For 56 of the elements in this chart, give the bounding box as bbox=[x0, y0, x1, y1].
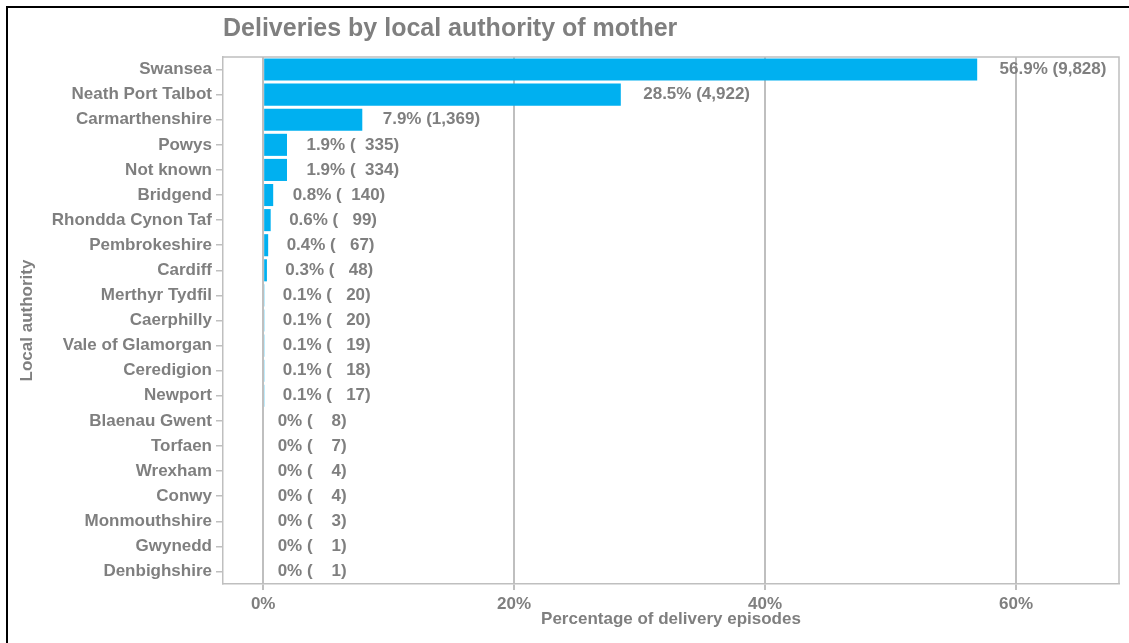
y-tick-label: Denbighshire bbox=[103, 561, 212, 581]
data-label: 7.9% (1,369) bbox=[382, 109, 481, 129]
chart-title: Deliveries by local authority of mother bbox=[223, 12, 678, 41]
y-tick-label: Bridgend bbox=[137, 184, 212, 204]
data-label: 0.8% ( 140) bbox=[292, 184, 386, 204]
y-tick-label: Pembrokeshire bbox=[89, 234, 212, 254]
bar bbox=[264, 158, 287, 181]
data-label: 0% ( 7) bbox=[277, 435, 347, 455]
y-tick-label: Carmarthenshire bbox=[75, 109, 212, 129]
x-tick-label: 20% bbox=[497, 593, 532, 613]
y-tick-label: Powys bbox=[158, 134, 212, 154]
data-label: 0.3% ( 48) bbox=[285, 260, 374, 279]
bar bbox=[264, 234, 269, 257]
data-label: 0.6% ( 99) bbox=[289, 209, 378, 229]
bar bbox=[264, 259, 267, 282]
data-label: 0% ( 1) bbox=[277, 561, 347, 581]
data-label: 56.9% (9,828) bbox=[999, 59, 1107, 79]
bar bbox=[264, 58, 978, 81]
data-label: 0.4% ( 67) bbox=[286, 234, 375, 254]
data-label: 0.1% ( 20) bbox=[282, 310, 371, 330]
bar bbox=[264, 133, 287, 156]
y-tick-label: Neath Port Talbot bbox=[71, 84, 213, 104]
data-label: 0.1% ( 18) bbox=[282, 360, 371, 380]
y-tick-label: Caerphilly bbox=[129, 310, 213, 330]
data-label: 0.1% ( 20) bbox=[282, 285, 371, 305]
data-label: 0% ( 4) bbox=[277, 460, 347, 480]
y-tick-label: Gwynedd bbox=[135, 536, 212, 556]
bar bbox=[264, 183, 274, 207]
data-label: 0.1% ( 17) bbox=[282, 385, 371, 405]
y-tick-label: Rhondda Cynon Taf bbox=[51, 209, 213, 229]
data-label: 1.9% ( 335) bbox=[306, 134, 400, 154]
data-label: 0% ( 1) bbox=[277, 536, 347, 556]
y-tick-label: Conwy bbox=[156, 485, 213, 505]
y-axis-title: Local authority bbox=[16, 259, 36, 382]
data-label: 0.1% ( 19) bbox=[282, 335, 371, 355]
y-tick-label: Merthyr Tydfil bbox=[100, 285, 212, 305]
y-tick-label: Cardiff bbox=[157, 260, 213, 279]
data-label: 28.5% (4,922) bbox=[643, 84, 751, 104]
bar bbox=[264, 83, 621, 106]
y-tick-label: Blaenau Gwent bbox=[89, 410, 213, 430]
bar bbox=[264, 209, 271, 232]
x-tick-label: 60% bbox=[999, 593, 1034, 613]
y-tick-label: Vale of Glamorgan bbox=[62, 335, 212, 355]
x-tick-label: 0% bbox=[250, 593, 276, 613]
y-tick-label: Newport bbox=[144, 385, 213, 405]
data-label: 0% ( 4) bbox=[277, 485, 347, 505]
y-tick-label: Not known bbox=[125, 159, 212, 179]
y-tick-label: Monmouthshire bbox=[84, 510, 212, 530]
y-tick-label: Torfaen bbox=[150, 435, 212, 455]
data-label: 1.9% ( 334) bbox=[306, 159, 400, 179]
data-label: 0% ( 3) bbox=[277, 510, 347, 530]
y-tick-label: Ceredigion bbox=[123, 360, 212, 380]
data-label: 0% ( 8) bbox=[277, 410, 347, 430]
bar bbox=[264, 108, 363, 131]
y-tick-label: Wrexham bbox=[135, 460, 212, 480]
y-tick-label: Swansea bbox=[139, 59, 213, 79]
